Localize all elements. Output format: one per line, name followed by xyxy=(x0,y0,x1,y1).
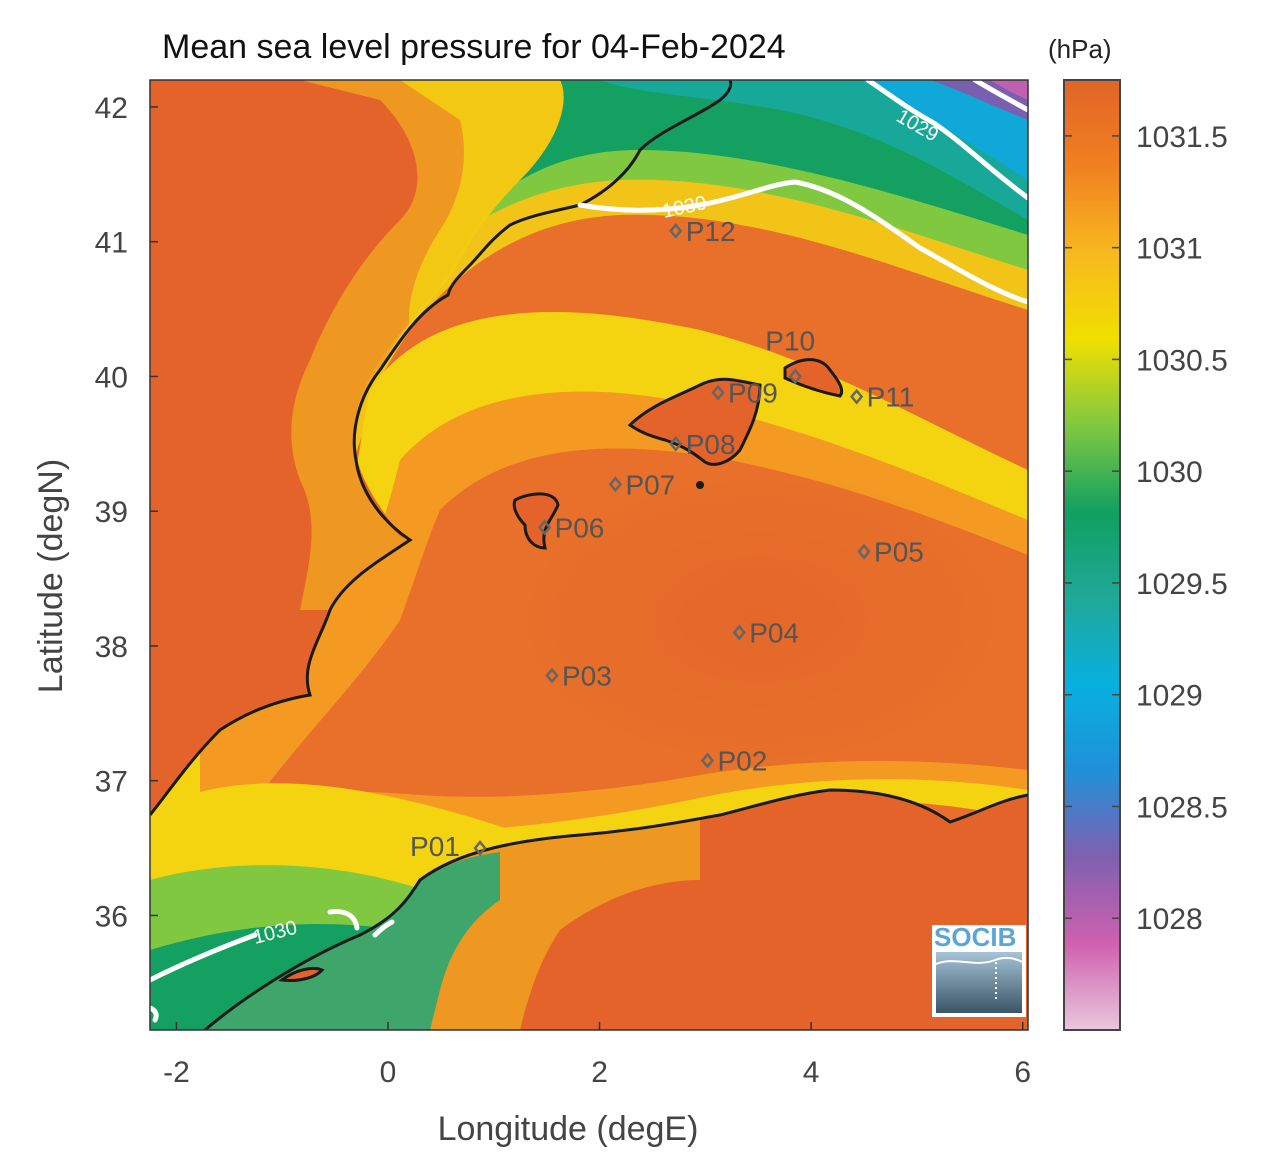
chart-title: Mean sea level pressure for 04-Feb-2024 xyxy=(162,28,786,66)
colorbar-unit: (hPa) xyxy=(1048,34,1112,64)
station-marker xyxy=(608,476,623,493)
colorbar-tick-label: 1030 xyxy=(1136,456,1203,489)
coastline-catalonia xyxy=(579,80,733,207)
y-tick-label: 41 xyxy=(95,227,128,260)
station-label: P07 xyxy=(625,469,675,500)
station-marker xyxy=(669,222,683,239)
station-label: P11 xyxy=(867,382,915,413)
pressure-map xyxy=(150,80,1028,1030)
colorbar-tick-label: 1031.5 xyxy=(1136,121,1228,154)
coastline-africa xyxy=(204,788,1028,1030)
pressure-core-glow xyxy=(510,470,1010,770)
station-marker xyxy=(537,519,552,536)
station-marker xyxy=(700,752,715,769)
x-tick-label: -2 xyxy=(163,1056,190,1089)
station-label: P04 xyxy=(749,617,799,648)
station-label: P02 xyxy=(717,745,767,776)
station-label: P05 xyxy=(874,537,924,568)
x-axis-label: Longitude (degE) xyxy=(438,1110,699,1148)
station-label: P10 xyxy=(765,325,815,356)
y-tick-label: 38 xyxy=(95,631,128,664)
colorbar-tick-label: 1030.5 xyxy=(1136,344,1228,377)
y-tick-label: 42 xyxy=(95,92,128,125)
station-marker xyxy=(711,384,725,401)
colorbar-tick-label: 1028.5 xyxy=(1136,791,1228,824)
coastline-africa-lake xyxy=(278,966,325,982)
island-menorca xyxy=(783,358,844,398)
isobar-1028-5 xyxy=(972,80,1028,113)
x-axis: -2 0 2 4 6 xyxy=(163,1022,1031,1089)
isobar-1030-north xyxy=(577,179,1028,305)
x-tick-label: 4 xyxy=(803,1056,820,1089)
station-marker xyxy=(545,667,559,684)
y-tick-label: 39 xyxy=(95,496,128,529)
station-marker xyxy=(850,388,864,405)
y-tick-label: 40 xyxy=(95,361,128,394)
colorbar-tick-label: 1029.5 xyxy=(1136,568,1228,601)
stations-layer: P01 P02 P03 P04 P05 P06 P07 P08 P09 P10 P11 P12 xyxy=(410,216,924,862)
island-ibiza xyxy=(512,492,560,550)
land-africa-coastal-green xyxy=(205,852,500,1030)
island-cabrera xyxy=(696,481,704,489)
logo-wave-line xyxy=(935,956,1023,965)
land-iberia xyxy=(150,80,564,815)
colorbar-bar xyxy=(1063,79,1121,1031)
logo-text: SOCIB xyxy=(934,922,1016,952)
colorbar-ticks: 1031.5 1031 1030.5 1030 1029.5 1029 1028.5 1028 xyxy=(1064,121,1228,936)
x-tick-label: 2 xyxy=(591,1056,608,1089)
station-label: P09 xyxy=(728,378,778,409)
pressure-band-magenta xyxy=(990,80,1028,100)
pressure-band-teal xyxy=(500,80,1028,220)
colorbar: 1031.5 1031 1030.5 1030 1029.5 1029 1028.5 1028 xyxy=(1063,79,1228,1031)
isobar-1029 xyxy=(865,80,1028,201)
colorbar-tick-label: 1028 xyxy=(1136,903,1203,936)
coastline-iberia xyxy=(150,203,581,816)
colorbar-tick-label: 1031 xyxy=(1136,233,1203,266)
map-frame xyxy=(149,79,1029,1031)
y-axis-label: Latitude (degN) xyxy=(32,459,70,693)
y-axis: 42 41 40 39 38 37 36 xyxy=(95,92,158,933)
isobar-1030-south xyxy=(150,909,395,983)
y-tick-label: 36 xyxy=(95,900,128,933)
station-label: P06 xyxy=(555,512,605,543)
station-marker xyxy=(788,368,802,385)
station-marker xyxy=(669,435,683,452)
station-marker xyxy=(732,624,746,641)
socib-logo: SOCIB xyxy=(932,922,1026,1017)
pressure-band-cyan xyxy=(780,80,1028,180)
station-marker xyxy=(473,840,487,857)
island-mallorca xyxy=(627,377,762,466)
colorbar-tick-label: 1029 xyxy=(1136,680,1203,713)
station-label: P03 xyxy=(562,661,612,692)
station-label: P12 xyxy=(686,216,736,247)
x-tick-label: 0 xyxy=(380,1056,397,1089)
station-label: P08 xyxy=(686,429,736,460)
isobar-1030-edge xyxy=(150,1005,159,1023)
land-iberia-coastal-yellow xyxy=(400,80,564,330)
x-tick-label: 6 xyxy=(1014,1056,1031,1089)
station-label: P01 xyxy=(410,831,460,862)
y-tick-label: 37 xyxy=(95,766,128,799)
station-marker xyxy=(857,543,871,560)
